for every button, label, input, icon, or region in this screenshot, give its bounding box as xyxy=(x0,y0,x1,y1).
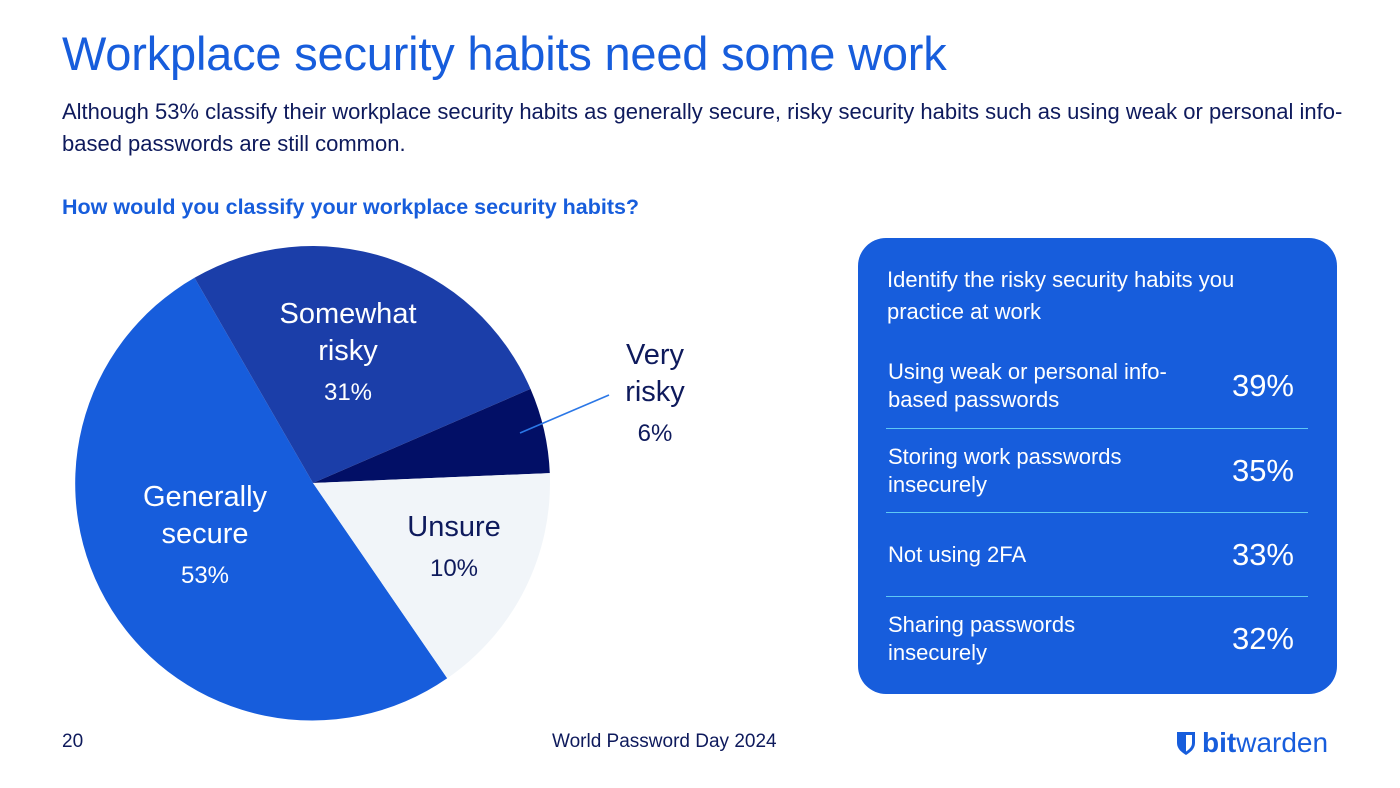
logo-regular-part: warden xyxy=(1236,727,1329,758)
label-unsure: Unsure 10% xyxy=(374,509,534,587)
slice-somewhat-risky xyxy=(194,246,531,483)
slice-generally-secure xyxy=(75,277,448,721)
somewhat-risky-value: 31% xyxy=(323,379,373,406)
shield-icon xyxy=(1177,731,1195,755)
footer-event-name: World Password Day 2024 xyxy=(552,731,777,752)
habit-value: 39% xyxy=(1231,368,1294,403)
risky-habits-card: Identify the risky security habits you p… xyxy=(858,238,1337,694)
pie-question: How would you classify your workplace se… xyxy=(62,195,640,219)
logo-wordmark: bitwarden xyxy=(1202,728,1328,758)
habit-value: 35% xyxy=(1231,452,1294,488)
somewhat-risky-name-line1: Somewhat xyxy=(279,298,417,330)
slice-unsure xyxy=(313,473,551,679)
unsure-name: Unsure xyxy=(407,511,501,543)
generally-secure-name-line2: secure xyxy=(161,518,249,550)
habit-label: Using weak or personal info-based passwo… xyxy=(888,359,1167,412)
habit-row: Not using 2FA 33% xyxy=(886,512,1308,596)
card-title: Identify the risky security habits you p… xyxy=(887,267,1235,324)
label-generally-secure: Generally secure 53% xyxy=(100,479,310,594)
slice-very-risky xyxy=(313,388,550,483)
habit-value: 33% xyxy=(1231,536,1294,572)
very-risky-value: 6% xyxy=(637,420,673,447)
page-number: 20 xyxy=(62,731,84,752)
label-somewhat-risky: Somewhat risky 31% xyxy=(238,296,458,411)
label-very-risky: Very risky 6% xyxy=(595,337,715,452)
habit-value: 32% xyxy=(1231,620,1294,656)
unsure-value: 10% xyxy=(429,555,479,582)
generally-secure-name-line1: Generally xyxy=(142,481,268,513)
habit-label: Not using 2FA xyxy=(888,541,1027,567)
generally-secure-value: 53% xyxy=(180,562,230,589)
very-risky-leader-line xyxy=(519,394,610,434)
page-title: Workplace security habits need some work xyxy=(62,27,947,80)
page-subtitle: Although 53% classify their workplace se… xyxy=(62,99,1343,156)
pie-chart: Somewhat risky 31% Very risky 6% General… xyxy=(75,246,715,721)
habit-label: Sharing passwords insecurely xyxy=(888,611,1076,665)
very-risky-name-line1: Very xyxy=(625,339,685,371)
pie-svg xyxy=(75,246,610,721)
bitwarden-logo: bitwarden xyxy=(1176,728,1328,758)
habit-row: Storing work passwords insecurely 35% xyxy=(886,428,1308,512)
habit-row: Using weak or personal info-based passwo… xyxy=(886,344,1308,428)
very-risky-name-line2: risky xyxy=(625,376,685,408)
logo-bold-part: bit xyxy=(1202,727,1237,758)
somewhat-risky-name-line2: risky xyxy=(318,335,378,367)
habit-label: Storing work passwords insecurely xyxy=(888,443,1122,497)
habit-row: Sharing passwords insecurely 32% xyxy=(886,596,1308,680)
